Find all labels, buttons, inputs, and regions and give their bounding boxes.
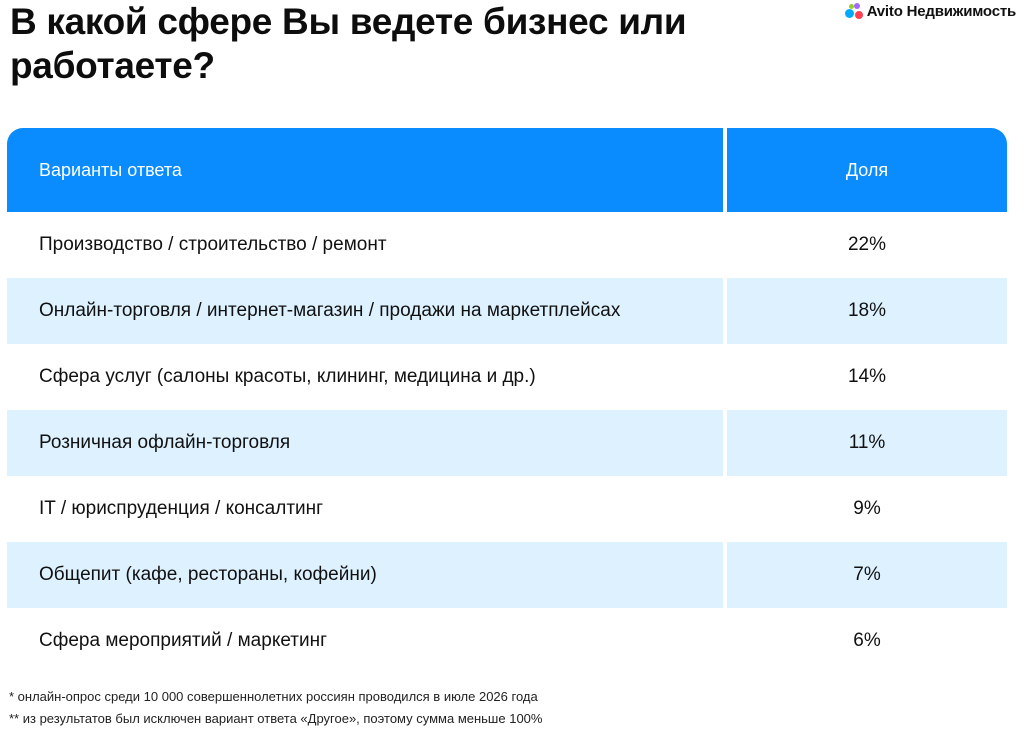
share-cell: 18% [727, 278, 1007, 344]
share-cell: 6% [853, 630, 881, 651]
header-share: Доля [727, 128, 1007, 212]
share-cell: 14% [847, 366, 887, 387]
column-divider [723, 410, 727, 476]
column-divider [723, 476, 727, 542]
column-divider [723, 344, 727, 410]
table-row: Сфера мероприятий / маркетинг 6% [7, 608, 1007, 674]
avito-dots-icon [844, 3, 863, 19]
column-divider [723, 608, 727, 674]
answer-cell: Общепит (кафе, рестораны, кофейни) [7, 542, 723, 608]
survey-table: Варианты ответа Доля Производство / стро… [7, 128, 1007, 674]
header-answers: Варианты ответа [7, 128, 723, 212]
table-row: IT / юриспруденция / консалтинг 9% [7, 476, 1007, 542]
table-row: Производство / строительство / ремонт 22% [7, 212, 1007, 278]
column-divider [723, 212, 727, 278]
column-divider [723, 278, 727, 344]
avito-logo: Avito Недвижимость [844, 0, 1016, 22]
answer-cell: Сфера мероприятий / маркетинг [39, 630, 328, 651]
table-row: Общепит (кафе, рестораны, кофейни) 7% [7, 542, 1007, 608]
page-title: В какой сфере Вы ведете бизнес или работ… [10, 1, 687, 86]
footnote-2: ** из результатов был исключен вариант о… [9, 711, 543, 726]
table-body: Производство / строительство / ремонт 22%… [7, 212, 1007, 674]
table-header: Варианты ответа Доля [7, 128, 1007, 212]
share-cell: 7% [727, 542, 1007, 608]
footnotes: * онлайн-опрос среди 10 000 совершенноле… [9, 686, 542, 730]
header-divider [723, 128, 727, 212]
answer-cell: IT / юриспруденция / консалтинг [39, 498, 324, 519]
logo-text: Avito Недвижимость [866, 2, 1016, 20]
table-row: Розничная офлайн-торговля 11% [7, 410, 1007, 476]
answer-cell: Онлайн-торговля / интернет-магазин / про… [7, 278, 723, 344]
table-row: Онлайн-торговля / интернет-магазин / про… [7, 278, 1007, 344]
column-divider [723, 542, 727, 608]
share-cell: 22% [847, 234, 887, 255]
table-row: Сфера услуг (салоны красоты, клининг, ме… [7, 344, 1007, 410]
answer-cell: Розничная офлайн-торговля [7, 410, 723, 476]
share-cell: 11% [727, 410, 1007, 476]
footnote-1: * онлайн-опрос среди 10 000 совершенноле… [9, 689, 538, 704]
answer-cell: Производство / строительство / ремонт [39, 234, 387, 255]
share-cell: 9% [853, 498, 881, 519]
answer-cell: Сфера услуг (салоны красоты, клининг, ме… [39, 366, 536, 387]
